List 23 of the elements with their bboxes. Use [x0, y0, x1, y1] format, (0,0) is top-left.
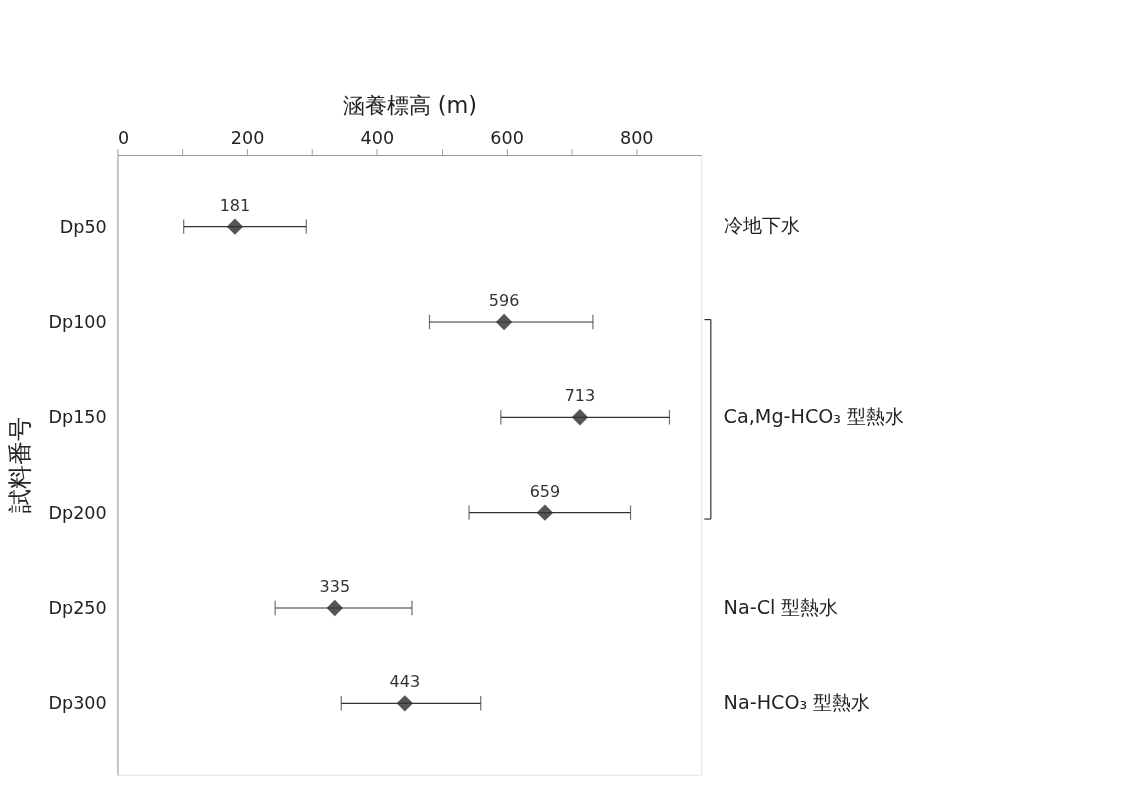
text: 冷地下水: [723, 214, 800, 238]
y-tick-label: Dp200: [48, 502, 107, 523]
text: Ca,Mg-HCO₃ 型熱水: [723, 404, 905, 428]
x-tick-label: 800: [620, 127, 654, 148]
data-label: 335: [319, 576, 351, 596]
data-label: 713: [564, 386, 596, 406]
y-tick-label: Dp50: [59, 216, 107, 237]
y-tick-label: Dp250: [48, 597, 107, 618]
data-label: 596: [488, 290, 520, 310]
y-tick-label: Dp100: [48, 311, 107, 332]
y-tick-label: Dp150: [48, 407, 107, 428]
data-label: 443: [389, 672, 421, 692]
y-tick-label: Dp300: [48, 693, 107, 714]
text: Na-Cl 型熱水: [723, 595, 839, 619]
x-tick-label: 600: [490, 127, 524, 148]
data-label: 181: [219, 195, 251, 215]
x-axis-title: 涵養標高 (m): [342, 92, 477, 119]
data-label: 659: [529, 481, 561, 501]
y-axis-title: 試料番号: [5, 417, 34, 514]
x-tick-label: 200: [230, 127, 265, 148]
x-tick-label: 0: [117, 127, 130, 148]
x-tick-label: 400: [360, 127, 395, 148]
text: Na-HCO₃ 型熱水: [723, 690, 871, 714]
